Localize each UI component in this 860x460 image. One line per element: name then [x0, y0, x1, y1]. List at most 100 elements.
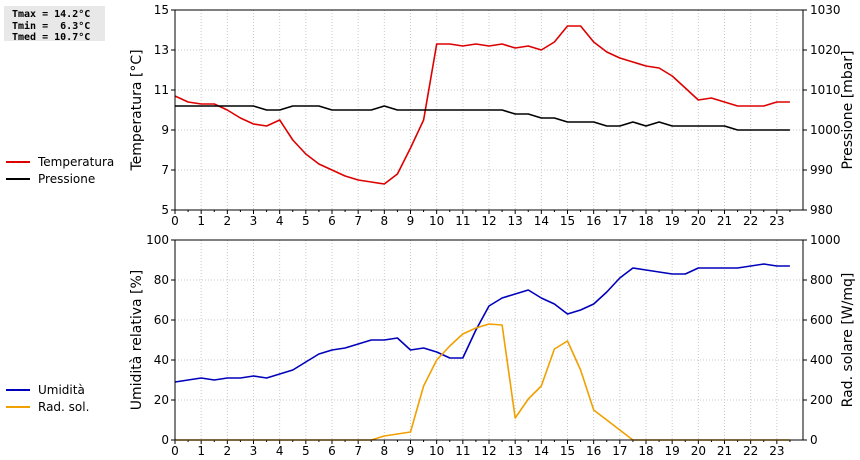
x-tick-label: 19	[665, 214, 680, 228]
x-tick-label: 4	[276, 214, 284, 228]
legend-label-temperature: Temperatura	[38, 154, 115, 169]
x-tick-label: 19	[665, 444, 680, 458]
x-tick-label: 10	[429, 444, 444, 458]
x-tick-label: 5	[302, 444, 310, 458]
chart-2: 0 1 2 3 4 5 6 7 8 9 10 11 12 13 14 15 16 17 18 19 20 21 22 2302…	[129, 233, 856, 458]
x-tick-label: 2	[224, 444, 232, 458]
x-tick-label: 3	[250, 444, 258, 458]
x-tick-label: 8	[381, 214, 389, 228]
y-tick-label: 100	[146, 233, 169, 247]
x-tick-label: 16	[586, 444, 601, 458]
x-tick-label: 10	[429, 214, 444, 228]
x-tick-label: 20	[691, 214, 706, 228]
x-tick-label: 21	[717, 444, 732, 458]
y2-axis-label: Rad. solare [W/mq]	[840, 273, 856, 408]
x-tick-label: 13	[508, 444, 523, 458]
x-tick-label: 4	[276, 444, 284, 458]
x-tick-label: 21	[717, 214, 732, 228]
x-tick-label: 22	[743, 444, 758, 458]
y-tick-label: 15	[154, 3, 169, 17]
x-tick-label: 13	[508, 214, 523, 228]
y-tick-label: 60	[154, 313, 169, 327]
y-tick-label: 20	[154, 393, 169, 407]
legend-swatch-radiation	[6, 405, 30, 408]
y2-tick-label: 1010	[810, 83, 841, 97]
legend-swatch-temperature	[6, 160, 30, 163]
x-tick-label: 7	[354, 444, 362, 458]
x-tick-label: 9	[407, 444, 415, 458]
x-tick-label: 14	[534, 444, 549, 458]
series-line-humidity	[174, 263, 790, 383]
legend-item-humidity: Umidità	[6, 381, 89, 398]
x-tick-label: 6	[328, 444, 336, 458]
y2-tick-label: 1030	[810, 3, 841, 17]
stat-tmax: Tmax = 14.2°C	[12, 9, 91, 20]
y2-tick-label: 1020	[810, 43, 841, 57]
x-tick-label: 5	[302, 214, 310, 228]
x-tick-label: 17	[612, 214, 627, 228]
y-axis-label: Umidità relativa [%]	[129, 270, 145, 411]
x-tick-label: 2	[224, 214, 232, 228]
x-tick-label: 15	[560, 444, 575, 458]
y-tick-label: 9	[161, 123, 169, 137]
x-tick-label: 9	[407, 214, 415, 228]
y2-tick-label: 1000	[810, 233, 841, 247]
y2-tick-label: 200	[810, 393, 833, 407]
y2-tick-label: 800	[810, 273, 833, 287]
legend-label-pressure: Pressione	[38, 171, 96, 186]
x-tick-label: 23	[769, 214, 784, 228]
series-line-radiation	[175, 323, 790, 441]
x-tick-label: 1	[197, 214, 205, 228]
y2-axis-label: Pressione [mbar]	[840, 50, 856, 169]
x-tick-label: 3	[250, 214, 258, 228]
y2-tick-label: 1000	[810, 123, 841, 137]
y-tick-label: 40	[154, 353, 169, 367]
plot-frame	[174, 9, 804, 211]
x-tick-label: 0	[171, 444, 179, 458]
legend-label-humidity: Umidità	[38, 382, 85, 397]
y2-tick-label: 0	[810, 433, 818, 447]
y-tick-label: 0	[161, 433, 169, 447]
y2-tick-label: 600	[810, 313, 833, 327]
stat-tmin: Tmin = 6.3°C	[12, 20, 91, 32]
x-tick-label: 16	[586, 214, 601, 228]
x-tick-label: 0	[171, 214, 179, 228]
y2-tick-label: 400	[810, 353, 833, 367]
y-tick-label: 11	[154, 83, 169, 97]
x-tick-label: 18	[638, 214, 653, 228]
x-tick-label: 1	[197, 444, 205, 458]
x-tick-label: 7	[354, 214, 362, 228]
series-line-pressure	[175, 105, 790, 131]
y-tick-label: 80	[154, 273, 169, 287]
x-tick-label: 17	[612, 444, 627, 458]
legend-item-pressure: Pressione	[6, 170, 114, 187]
x-tick-label: 11	[455, 214, 470, 228]
x-tick-label: 12	[481, 214, 496, 228]
x-tick-label: 18	[638, 444, 653, 458]
y-tick-label: 7	[161, 163, 169, 177]
stat-tmed: Tmed = 10.7°C	[12, 32, 91, 43]
plot-frame	[174, 239, 804, 441]
legend-item-radiation: Rad. sol.	[6, 398, 89, 415]
statistics-box: Tmax = 14.2°C Tmin = 6.3°C Tmed = 10.7°C	[4, 6, 105, 43]
x-tick-label: 20	[691, 444, 706, 458]
chart-1: 0 1 2 3 4 5 6 7 8 9 10 11 12 13 14 15 16 17 18 19 20 21 22 2357…	[129, 3, 856, 228]
legend-label-radiation: Rad. sol.	[38, 399, 90, 414]
legend-bottom: Umidità Rad. sol.	[6, 381, 89, 415]
x-tick-label: 12	[481, 444, 496, 458]
legend-swatch-pressure	[6, 177, 30, 180]
x-tick-label: 15	[560, 214, 575, 228]
x-tick-label: 22	[743, 214, 758, 228]
x-tick-label: 6	[328, 214, 336, 228]
series-line-temperature	[174, 25, 790, 185]
y-tick-label: 5	[161, 203, 169, 217]
legend-item-temperature: Temperatura	[6, 153, 114, 170]
y-tick-label: 13	[154, 43, 169, 57]
x-tick-label: 23	[769, 444, 784, 458]
x-tick-label: 8	[381, 444, 389, 458]
x-tick-label: 11	[455, 444, 470, 458]
y-axis-label: Temperatura [°C]	[129, 49, 145, 171]
legend-top: Temperatura Pressione	[6, 153, 114, 187]
y2-tick-label: 990	[810, 163, 833, 177]
